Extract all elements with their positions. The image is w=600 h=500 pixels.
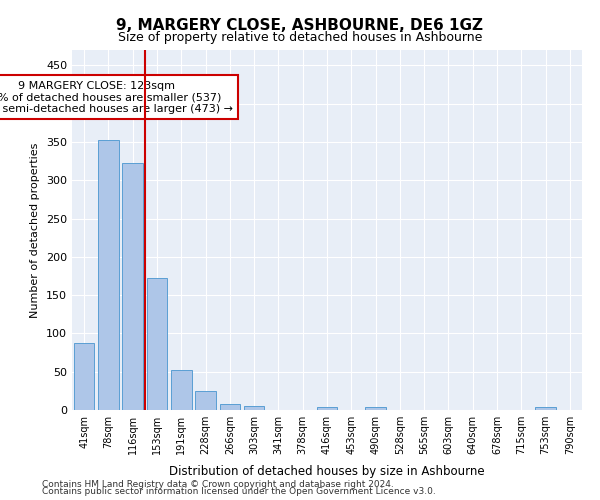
Bar [220,404,240,410]
Bar [74,342,94,410]
Bar [244,406,265,410]
Bar [98,140,119,410]
Text: 9, MARGERY CLOSE, ASHBOURNE, DE6 1GZ: 9, MARGERY CLOSE, ASHBOURNE, DE6 1GZ [116,18,484,32]
Text: Contains HM Land Registry data © Crown copyright and database right 2024.: Contains HM Land Registry data © Crown c… [42,480,394,489]
Bar [535,407,556,410]
Text: Size of property relative to detached houses in Ashbourne: Size of property relative to detached ho… [118,31,482,44]
Bar [365,407,386,410]
Bar [171,370,191,410]
X-axis label: Distribution of detached houses by size in Ashbourne: Distribution of detached houses by size … [169,466,485,478]
Text: 9 MARGERY CLOSE: 123sqm
← 53% of detached houses are smaller (537)
46% of semi-d: 9 MARGERY CLOSE: 123sqm ← 53% of detache… [0,80,233,114]
Text: Contains public sector information licensed under the Open Government Licence v3: Contains public sector information licen… [42,487,436,496]
Bar [317,407,337,410]
Bar [195,391,216,410]
Bar [146,278,167,410]
Bar [122,162,143,410]
Y-axis label: Number of detached properties: Number of detached properties [31,142,40,318]
